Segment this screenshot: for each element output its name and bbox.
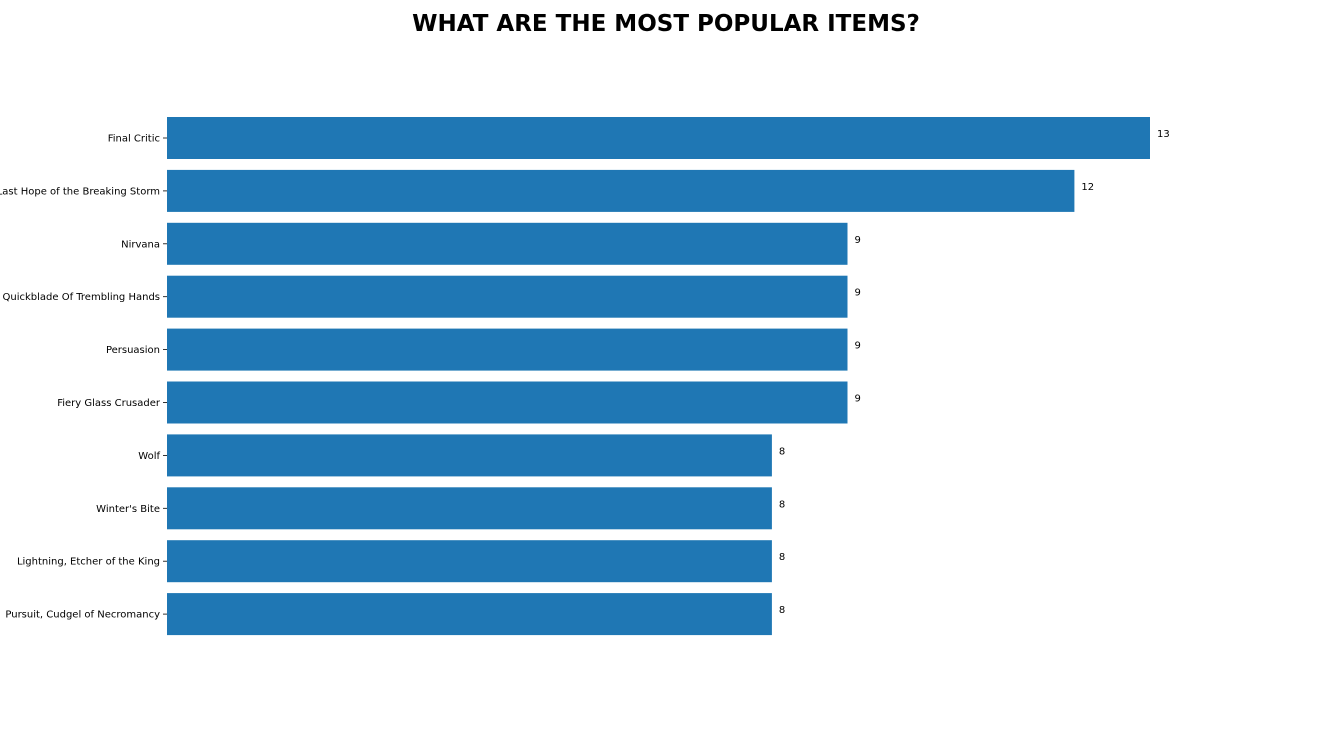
value-labels: 13 12 9 9 9 9 8 8 8 8	[779, 129, 1170, 616]
bar	[167, 540, 772, 583]
bar	[167, 381, 848, 424]
bar-value-label: 9	[855, 394, 861, 405]
bar	[167, 222, 848, 265]
bar-value-label: 12	[1081, 182, 1094, 193]
bar	[167, 275, 848, 318]
y-tick-label: Wolf	[138, 451, 160, 462]
y-tick-label: Nirvana	[121, 239, 160, 250]
bar-value-label: 8	[779, 499, 785, 510]
bar-value-label: 13	[1157, 129, 1170, 140]
bar	[167, 593, 772, 636]
y-tick-label: Last Hope of the Breaking Storm	[0, 186, 160, 197]
chart-title: WHAT ARE THE MOST POPULAR ITEMS?	[412, 11, 920, 37]
y-tick-label: Lightning, Etcher of the King	[17, 557, 160, 568]
y-axis-ticks: Final Critic Last Hope of the Breaking St…	[0, 134, 167, 621]
bar	[167, 487, 772, 530]
y-tick-label: Pursuit, Cudgel of Necromancy	[5, 610, 160, 621]
bar-value-label: 9	[855, 341, 861, 352]
bar-value-label: 8	[779, 552, 785, 563]
bar-value-label: 8	[779, 605, 785, 616]
bar	[167, 169, 1075, 212]
bar-value-label: 9	[855, 235, 861, 246]
bar-value-label: 9	[855, 288, 861, 299]
bar-value-label: 8	[779, 446, 785, 457]
y-tick-label: Quickblade Of Trembling Hands	[2, 292, 160, 303]
y-tick-label: Persuasion	[106, 345, 160, 356]
bars-layer	[167, 117, 1150, 636]
y-tick-label: Final Critic	[108, 134, 160, 145]
bar	[167, 117, 1150, 159]
bar	[167, 434, 772, 477]
bar	[167, 328, 848, 371]
y-tick-label: Fiery Glass Crusader	[57, 398, 161, 409]
y-tick-label: Winter's Bite	[96, 504, 160, 515]
